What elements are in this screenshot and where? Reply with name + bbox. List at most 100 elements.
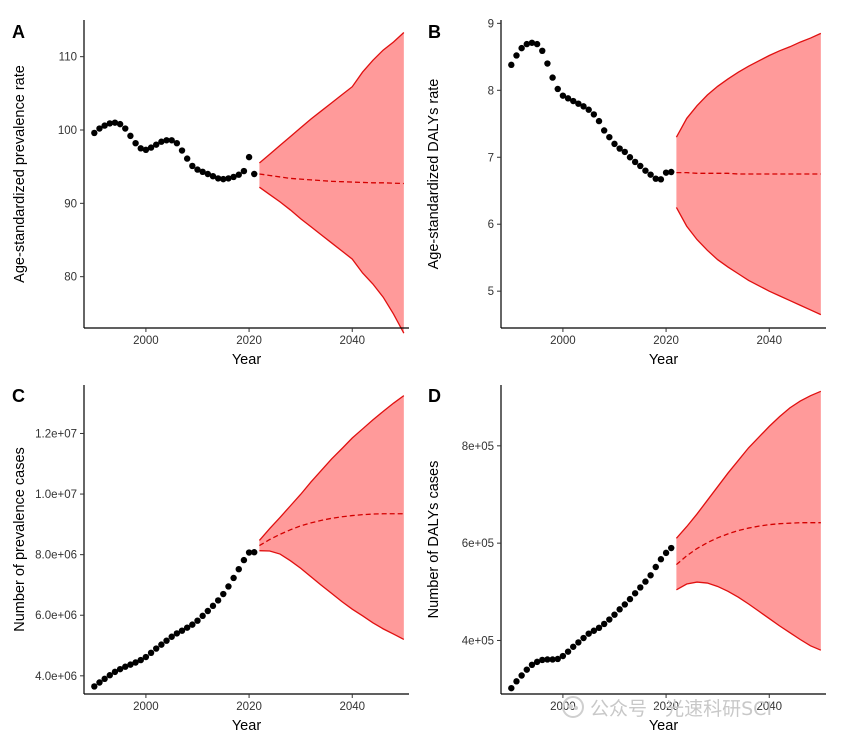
- y-tick-label: 8e+05: [462, 441, 494, 453]
- data-point: [220, 590, 227, 598]
- data-point: [235, 171, 242, 178]
- data-point: [230, 574, 237, 582]
- data-point: [178, 627, 186, 634]
- data-point: [106, 672, 113, 679]
- data-point: [590, 627, 598, 634]
- x-axis-label: Year: [649, 352, 678, 368]
- data-point: [626, 595, 634, 603]
- data-point: [513, 678, 520, 685]
- data-point: [127, 132, 134, 140]
- data-point: [230, 173, 237, 181]
- data-point: [595, 117, 603, 125]
- data-point: [158, 138, 165, 145]
- data-point: [647, 572, 654, 579]
- data-point: [518, 44, 525, 52]
- data-point: [657, 176, 665, 183]
- data-point: [528, 661, 536, 669]
- x-tick-label: 2000: [133, 335, 159, 347]
- data-point: [559, 92, 567, 99]
- data-point: [652, 563, 659, 571]
- forecast-interval-band: [259, 32, 404, 334]
- data-point: [137, 656, 144, 664]
- x-axis-label: Year: [649, 718, 678, 734]
- data-point: [528, 39, 536, 46]
- data-point: [168, 633, 175, 640]
- data-point: [173, 140, 181, 147]
- y-tick-label: 100: [58, 125, 77, 137]
- data-point: [235, 565, 242, 573]
- data-point: [137, 145, 144, 152]
- y-tick-label: 6.0e+06: [35, 610, 77, 622]
- data-point: [189, 162, 196, 170]
- data-point: [173, 630, 181, 637]
- x-tick-label: 2020: [236, 335, 262, 347]
- data-point: [647, 171, 654, 178]
- data-point: [199, 612, 206, 620]
- data-point: [153, 141, 160, 148]
- data-point: [533, 658, 541, 666]
- data-point: [616, 606, 623, 613]
- y-tick-label: 5: [488, 286, 494, 298]
- data-point: [611, 140, 618, 148]
- data-point: [168, 137, 175, 144]
- data-point: [549, 74, 556, 81]
- data-point: [575, 100, 582, 107]
- data-point: [621, 148, 629, 156]
- panel-c: 2000 2020 2040 4.0e+06 6.0e+06 8.0e+06 1.0e+07…: [12, 385, 409, 734]
- data-point: [204, 170, 212, 178]
- panel-letter: B: [428, 22, 441, 42]
- data-point: [585, 106, 592, 113]
- data-point: [513, 52, 520, 59]
- forecast-mean-line: [259, 513, 404, 547]
- x-tick-label: 2000: [133, 701, 159, 713]
- y-tick-label: 9: [488, 18, 494, 30]
- data-point: [127, 661, 134, 668]
- data-point: [544, 60, 551, 67]
- data-point: [96, 679, 103, 686]
- data-point: [199, 168, 206, 175]
- data-point: [642, 167, 649, 174]
- x-axis-label: Year: [232, 352, 261, 368]
- data-point: [533, 40, 541, 48]
- data-point: [132, 140, 139, 147]
- data-point: [122, 663, 129, 670]
- data-point: [214, 175, 222, 182]
- y-tick-label: 7: [488, 152, 494, 164]
- x-tick-label: 2020: [653, 701, 679, 713]
- data-point: [96, 125, 103, 132]
- y-tick-label: 8: [488, 85, 494, 97]
- data-point: [631, 590, 639, 597]
- y-tick-label: 80: [64, 272, 77, 284]
- data-point: [158, 641, 165, 648]
- data-point: [611, 611, 618, 618]
- lower-bound-line: [676, 581, 822, 651]
- data-point: [111, 119, 119, 126]
- data-point: [631, 158, 639, 166]
- data-point: [564, 648, 572, 655]
- data-point: [508, 684, 515, 692]
- data-point: [209, 173, 217, 180]
- data-point: [606, 616, 613, 623]
- data-point: [245, 153, 253, 161]
- data-point: [142, 146, 150, 153]
- x-tick-label: 2040: [756, 335, 782, 347]
- data-point: [183, 624, 191, 631]
- data-point: [549, 656, 556, 663]
- x-tick-label: 2040: [756, 701, 782, 713]
- x-tick-label: 2020: [236, 701, 262, 713]
- data-point: [163, 637, 170, 644]
- data-point: [240, 556, 248, 564]
- panel-letter: A: [12, 22, 25, 42]
- data-point: [189, 621, 196, 628]
- data-point: [570, 97, 577, 105]
- data-point: [668, 544, 675, 552]
- wechat-icon: [562, 696, 584, 718]
- lower-bound-line: [259, 186, 405, 334]
- data-point: [657, 556, 665, 563]
- y-axis-label: Age-standardized prevalence rate: [12, 65, 28, 283]
- data-point: [606, 133, 613, 141]
- data-point: [245, 549, 253, 556]
- data-point: [194, 617, 201, 624]
- upper-bound-line: [675, 390, 822, 539]
